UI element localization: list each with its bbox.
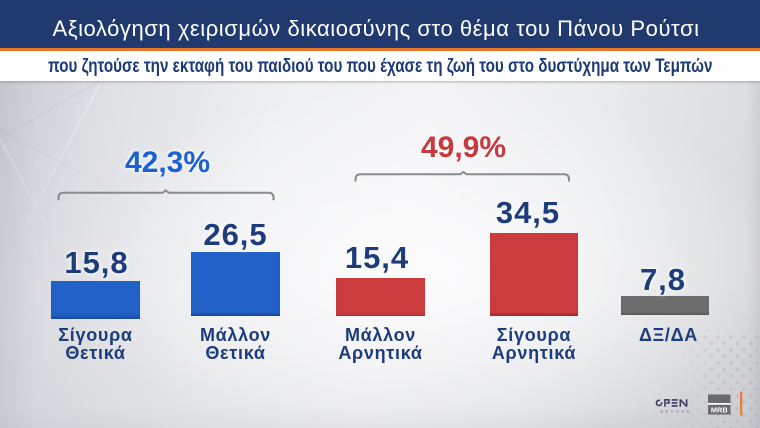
svg-text:BEYOND: BEYOND [660, 409, 692, 414]
svg-text:MRB: MRB [711, 406, 728, 415]
